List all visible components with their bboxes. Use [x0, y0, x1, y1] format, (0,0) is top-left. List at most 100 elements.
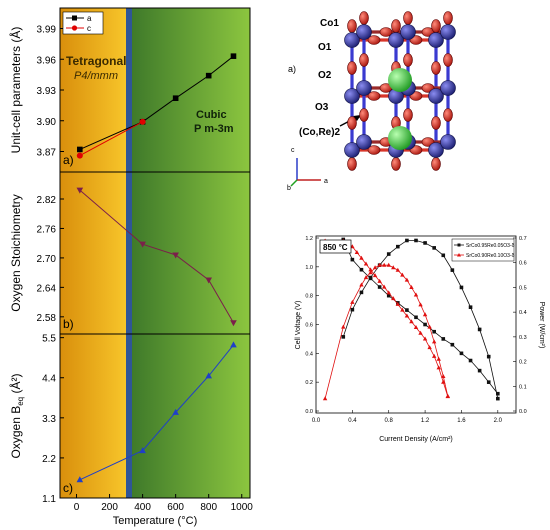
- oxygen-atom: [403, 108, 413, 122]
- fc-s2-power-point: [391, 265, 396, 270]
- cation-atom: [344, 88, 360, 104]
- y-tick-label: 2.2: [42, 454, 56, 465]
- fc-y-left-tick-label: 0.2: [305, 380, 313, 386]
- legend-a-label: a: [87, 14, 92, 23]
- fc-s2-voltage-point: [391, 296, 396, 301]
- beq-y-label: Oxygen Beq (Å²): [8, 374, 25, 459]
- fc-s2-voltage-point: [354, 250, 360, 255]
- fc-s1-power-point: [450, 268, 455, 272]
- fc-s2-voltage-point: [409, 319, 414, 324]
- fc-y-right-tick-label: 0.0: [519, 409, 527, 415]
- fc-s1-power-point: [496, 396, 500, 401]
- fc-s1-voltage-point: [386, 293, 391, 298]
- fc-y-left-tick-label: 0.0: [305, 409, 313, 415]
- x-tick-label: 0: [74, 502, 80, 513]
- oxygen-atom: [347, 19, 357, 33]
- left-panel: Tetragonal P4/mmm Cubic P m-3m 3.873.903…: [8, 7, 254, 527]
- fc-s1-voltage-point: [459, 351, 464, 356]
- fc-s2-voltage-point: [368, 267, 373, 272]
- fc-s2-power-point: [350, 299, 355, 304]
- y-tick-label: 2.76: [37, 224, 57, 235]
- fc-s2-voltage-point: [431, 353, 437, 358]
- fc-y-right-label: Power (W/cm²): [538, 302, 545, 349]
- crystal-lattice: [344, 11, 456, 171]
- fc-s2-power-point: [431, 339, 437, 344]
- label-o2: O2: [318, 70, 332, 81]
- fc-s2-power-point: [381, 262, 387, 267]
- fc-s1-power-point: [423, 241, 427, 245]
- axes-triad: c a b: [287, 147, 328, 192]
- fc-s1-voltage-point: [377, 285, 382, 289]
- fc-x-label: Current Density (A/cm²): [379, 436, 453, 443]
- beq-y-label-unit: (Å²): [8, 374, 23, 397]
- y-tick-label: 2.58: [37, 313, 57, 324]
- fc-y-left-tick-label: 0.6: [305, 323, 313, 329]
- fc-s2-voltage-point: [404, 313, 410, 318]
- fc-s2-power-point: [386, 262, 391, 267]
- oxygen-atom: [391, 157, 401, 171]
- fc-s2-voltage-point: [413, 324, 419, 329]
- y-tick-label: 2.70: [37, 254, 57, 265]
- lattice-y-label: Unit-cell parameters (Å): [8, 27, 23, 154]
- oxygen-atom: [367, 145, 381, 155]
- fc-s1-voltage-point: [450, 342, 455, 347]
- fc-s2-power-point: [427, 324, 432, 329]
- fc-y-right-tick-label: 0.4: [519, 310, 527, 316]
- fc-s1-voltage-point: [486, 380, 491, 384]
- tetragonal-label: Tetragonal: [66, 54, 126, 68]
- cation-atom: [440, 80, 456, 96]
- fc-y-right-tick-label: 0.7: [519, 236, 527, 242]
- stoich-point: [205, 277, 212, 284]
- fc-s1-voltage-point: [405, 308, 409, 312]
- fc-y-right-tick-label: 0.5: [519, 285, 527, 291]
- fc-s1-power-point: [386, 252, 391, 256]
- fc-s2-voltage-point: [400, 307, 405, 312]
- oxygen-atom: [443, 53, 453, 67]
- lattice-c-point: [139, 118, 146, 125]
- beq-point: [139, 447, 146, 454]
- x-tick-label: 1000: [231, 502, 254, 513]
- y-tick-label: 3.87: [37, 148, 57, 159]
- fc-temp-label: 850 °C: [323, 243, 348, 252]
- x-tick-label: 200: [101, 502, 118, 513]
- temperature-ticks: 0 200 400 600 800 1000: [74, 494, 254, 513]
- fc-s1-power-point: [441, 253, 446, 258]
- oxygen-atom: [443, 108, 453, 122]
- y-tick-label: 5.5: [42, 334, 56, 345]
- fc-s1-power-point: [432, 246, 436, 250]
- fc-x-tick-label: 1.6: [457, 418, 466, 424]
- y-tick-label: 4.4: [42, 374, 56, 385]
- oxygen-atom: [431, 157, 441, 171]
- fc-x-tick-label: 2.0: [494, 418, 503, 424]
- fc-temp-box: [319, 239, 352, 254]
- beq-y-label-sub: eq: [16, 397, 25, 406]
- cation-atom: [388, 32, 404, 48]
- fc-s2-voltage-point: [359, 255, 364, 260]
- oxygen-atom: [379, 27, 393, 37]
- cubic-group-label: P m-3m: [194, 123, 234, 135]
- y-tick-label: 3.99: [37, 25, 57, 36]
- fc-s1-power-point: [350, 307, 355, 312]
- fc-s2-power-point: [441, 374, 446, 378]
- fc-s1-voltage-point: [414, 315, 418, 320]
- fc-s1-power-point: [414, 238, 418, 243]
- legend-c-label: c: [87, 24, 91, 33]
- y-tick-label: 2.64: [37, 283, 57, 294]
- fc-y-left-tick-label: 1.0: [305, 265, 313, 271]
- fc-s1-power-point: [468, 305, 473, 309]
- fc-x-tick-label: 0.0: [312, 418, 321, 424]
- x-tick-label: 800: [200, 502, 217, 513]
- oxygen-atom: [367, 91, 381, 101]
- label-co-re2: (Co,Re)2: [299, 127, 341, 138]
- fc-s2-power-point: [404, 277, 410, 282]
- cation-atom: [356, 24, 372, 40]
- cation-atom: [428, 32, 444, 48]
- sr-atom: [388, 126, 412, 150]
- x-tick-label: 400: [134, 502, 151, 513]
- fc-s2-voltage-point: [372, 273, 378, 278]
- fc-s1-voltage-point: [468, 358, 473, 363]
- sr-atom: [388, 68, 412, 92]
- cation-atom: [440, 134, 456, 150]
- fc-s2-power-point: [400, 272, 405, 277]
